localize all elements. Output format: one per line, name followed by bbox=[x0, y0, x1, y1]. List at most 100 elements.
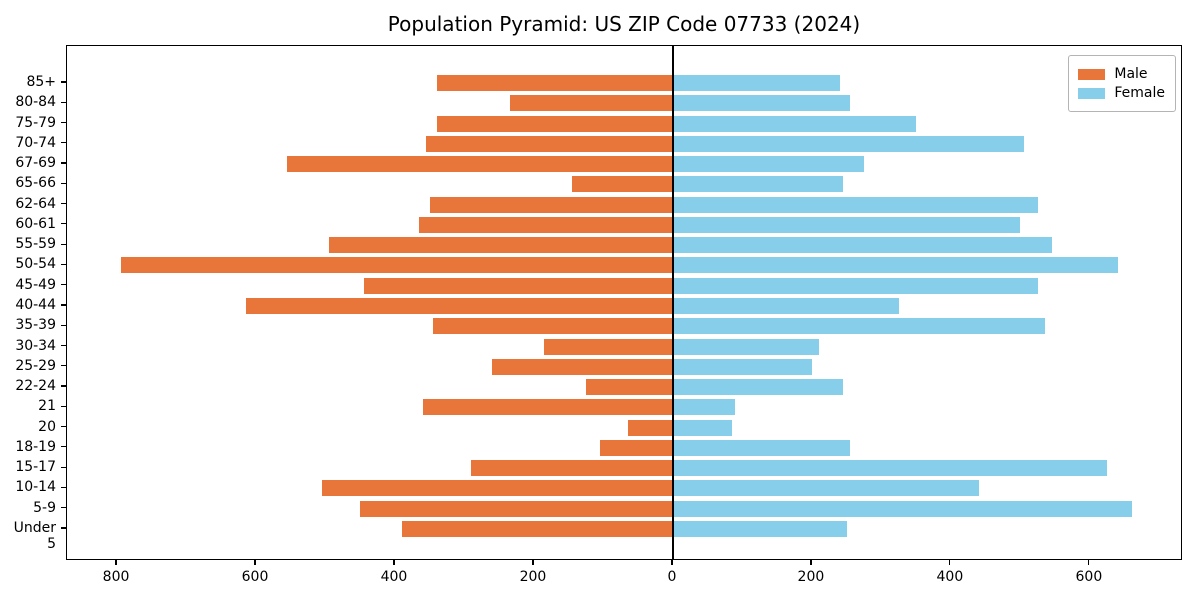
y-tick-mark bbox=[61, 344, 66, 347]
female-bar-22-24 bbox=[672, 379, 844, 396]
male-bar-67-69 bbox=[287, 156, 673, 173]
legend-item-male: Male bbox=[1078, 66, 1165, 82]
male-bar-55-59 bbox=[328, 237, 673, 254]
y-tick-mark bbox=[61, 304, 66, 306]
x-tick-mark bbox=[115, 560, 117, 565]
male-bar-40-44 bbox=[245, 297, 673, 314]
legend-label-female: Female bbox=[1114, 85, 1165, 101]
female-bar-35-39 bbox=[672, 318, 1045, 335]
y-tick-label-70-74: 70-74 bbox=[15, 134, 56, 151]
male-bar-5-9 bbox=[360, 500, 673, 517]
male-bar-30-34 bbox=[544, 338, 673, 355]
male-bar-10-14 bbox=[322, 480, 673, 497]
female-bar-60-61 bbox=[672, 216, 1021, 233]
y-tick-label-30-34: 30-34 bbox=[15, 337, 56, 354]
x-tick-mark bbox=[1088, 560, 1090, 565]
y-tick-label-5-9: 5-9 bbox=[33, 499, 56, 516]
y-tick-label-21: 21 bbox=[38, 398, 56, 415]
female-bar-45-49 bbox=[672, 277, 1038, 294]
female-bar-Under 5 bbox=[672, 520, 847, 537]
y-tick-label-22-24: 22-24 bbox=[15, 378, 56, 395]
legend: Male Female bbox=[1068, 55, 1176, 112]
female-bar-10-14 bbox=[672, 480, 979, 497]
x-tick-label-800: 800 bbox=[102, 569, 130, 585]
x-tick-mark bbox=[810, 560, 812, 565]
male-bar-15-17 bbox=[471, 460, 673, 477]
female-color-swatch bbox=[1078, 87, 1106, 99]
legend-item-female: Female bbox=[1078, 85, 1165, 101]
male-bar-65-66 bbox=[572, 176, 673, 193]
y-tick-label-15-17: 15-17 bbox=[15, 459, 56, 476]
x-tick-mark bbox=[393, 560, 395, 565]
x-tick-label-200: 200 bbox=[797, 569, 825, 585]
male-color-swatch bbox=[1078, 68, 1106, 80]
legend-label-male: Male bbox=[1114, 66, 1148, 82]
x-tick-mark bbox=[949, 560, 951, 565]
y-tick-mark bbox=[61, 223, 66, 225]
y-tick-mark bbox=[61, 81, 66, 83]
x-tick-label-400: 400 bbox=[936, 569, 964, 585]
y-tick-mark bbox=[61, 101, 66, 103]
y-tick-label-62-64: 62-64 bbox=[15, 195, 56, 212]
female-bar-75-79 bbox=[672, 115, 917, 132]
x-tick-label-600: 600 bbox=[1075, 569, 1103, 585]
female-bar-85+ bbox=[672, 75, 840, 91]
female-bar-50-54 bbox=[672, 257, 1118, 274]
female-bar-21 bbox=[672, 399, 736, 416]
y-tick-mark bbox=[61, 162, 66, 164]
y-tick-mark bbox=[61, 527, 66, 529]
female-bar-30-34 bbox=[672, 338, 819, 355]
female-bar-62-64 bbox=[672, 196, 1038, 213]
y-tick-mark bbox=[61, 507, 66, 509]
y-tick-label-Under 5: Under 5 bbox=[13, 519, 56, 552]
male-bar-21 bbox=[422, 399, 673, 416]
female-bar-5-9 bbox=[672, 500, 1132, 517]
male-bar-50-54 bbox=[120, 257, 673, 274]
chart-title: Population Pyramid: US ZIP Code 07733 (2… bbox=[387, 12, 861, 36]
y-tick-mark bbox=[61, 243, 66, 245]
y-tick-mark bbox=[61, 182, 66, 184]
zero-axis-line bbox=[672, 46, 674, 559]
male-bar-18-19 bbox=[599, 439, 673, 456]
x-tick-label-200: 200 bbox=[519, 569, 547, 585]
y-tick-mark bbox=[61, 365, 66, 367]
male-bar-20 bbox=[627, 419, 673, 436]
male-bar-80-84 bbox=[509, 95, 673, 112]
female-bar-80-84 bbox=[672, 95, 851, 112]
y-tick-mark bbox=[61, 203, 66, 205]
male-bar-60-61 bbox=[419, 216, 673, 233]
y-tick-label-75-79: 75-79 bbox=[15, 114, 56, 131]
female-bar-70-74 bbox=[672, 135, 1024, 152]
y-tick-mark bbox=[61, 486, 66, 488]
x-tick-label-600: 600 bbox=[241, 569, 269, 585]
y-tick-label-65-66: 65-66 bbox=[15, 175, 56, 192]
x-tick-label-0: 0 bbox=[667, 569, 677, 585]
male-bar-25-29 bbox=[492, 358, 673, 375]
y-tick-mark bbox=[61, 263, 66, 266]
plot-area: Male Female bbox=[66, 45, 1182, 560]
female-bar-65-66 bbox=[672, 176, 844, 193]
x-tick-mark bbox=[532, 560, 534, 565]
y-tick-label-20: 20 bbox=[38, 418, 56, 435]
female-bar-55-59 bbox=[672, 237, 1052, 254]
y-tick-mark bbox=[61, 121, 66, 124]
y-tick-label-10-14: 10-14 bbox=[15, 479, 56, 496]
male-bar-70-74 bbox=[426, 135, 673, 152]
y-tick-label-67-69: 67-69 bbox=[15, 155, 56, 172]
y-tick-label-35-39: 35-39 bbox=[15, 317, 56, 334]
y-tick-mark bbox=[61, 466, 66, 468]
y-tick-mark bbox=[61, 284, 66, 286]
male-bar-22-24 bbox=[586, 379, 673, 396]
y-tick-label-55-59: 55-59 bbox=[15, 236, 56, 253]
female-bar-40-44 bbox=[672, 297, 899, 314]
y-tick-label-40-44: 40-44 bbox=[15, 296, 56, 313]
y-tick-mark bbox=[61, 324, 66, 326]
y-tick-label-18-19: 18-19 bbox=[15, 438, 56, 455]
y-tick-label-45-49: 45-49 bbox=[15, 276, 56, 293]
x-tick-mark bbox=[671, 560, 673, 565]
female-bar-20 bbox=[672, 419, 732, 436]
y-tick-label-60-61: 60-61 bbox=[15, 215, 56, 232]
y-tick-label-50-54: 50-54 bbox=[15, 256, 56, 273]
male-bar-45-49 bbox=[363, 277, 673, 294]
